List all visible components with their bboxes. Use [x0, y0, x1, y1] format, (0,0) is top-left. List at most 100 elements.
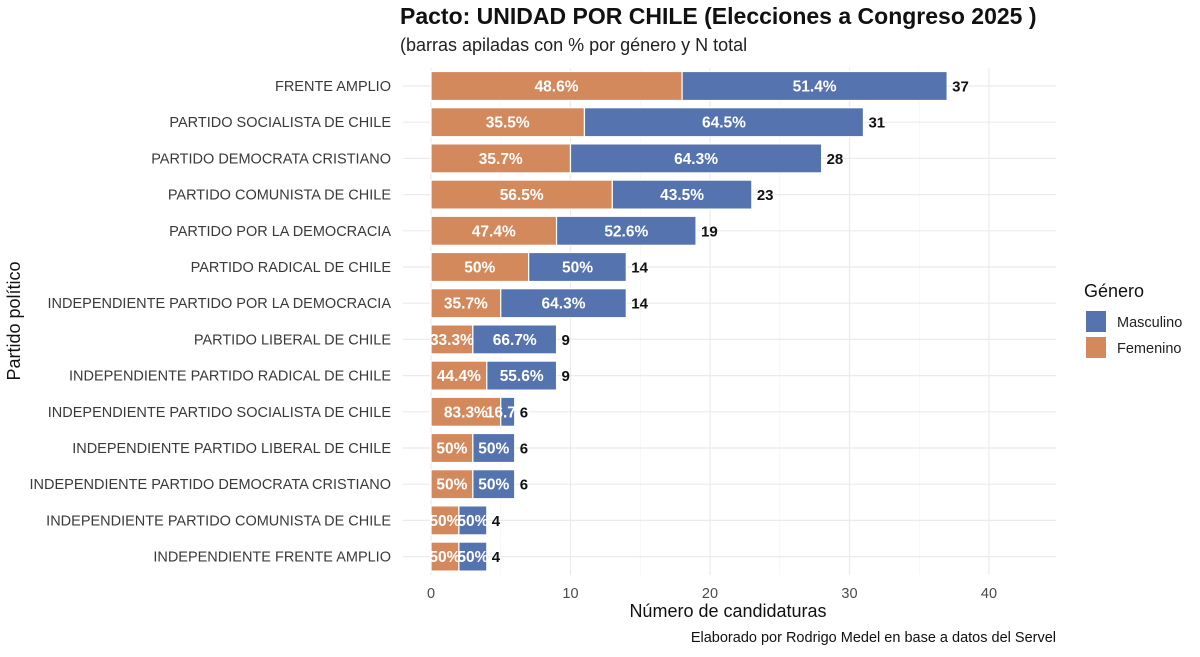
x-tick-label: 20 — [702, 586, 718, 602]
bar-label-masculino: 50% — [478, 477, 509, 494]
x-tick-label: 40 — [981, 586, 997, 602]
bar-femenino — [430, 324, 474, 355]
chart-title: Pacto: UNIDAD POR CHILE (Elecciones a Co… — [400, 3, 1037, 29]
chart-subtitle: (barras apiladas con % por género y N to… — [400, 35, 747, 55]
y-axis-title: Partido político — [4, 261, 24, 380]
total-label: 4 — [492, 513, 501, 530]
bar-femenino — [430, 179, 613, 210]
x-axis-title: Número de candidaturas — [629, 601, 826, 621]
total-label: 6 — [520, 441, 528, 458]
x-tick-label: 10 — [562, 586, 578, 602]
bar-label-masculino: 50% — [457, 513, 488, 530]
bar-label-masculino: 50% — [478, 441, 509, 458]
bar-label-femenino: 48.6% — [535, 79, 579, 96]
bar-femenino — [430, 143, 572, 174]
category-label: INDEPENDIENTE PARTIDO LIBERAL DE CHILE — [72, 441, 391, 457]
bar-femenino — [430, 107, 586, 138]
bar-label-femenino: 44.4% — [437, 368, 481, 385]
bar-label-femenino: 47.4% — [472, 223, 516, 240]
legend-key-masculino — [1086, 311, 1106, 332]
category-label: INDEPENDIENTE PARTIDO DEMOCRATA CRISTIAN… — [30, 477, 391, 493]
bar-masculino — [458, 505, 488, 536]
bar-masculino — [583, 107, 865, 138]
total-label: 14 — [631, 260, 648, 277]
category-label: PARTIDO DEMOCRATA CRISTIANO — [151, 151, 391, 167]
bar-masculino — [472, 324, 558, 355]
total-label: 37 — [952, 79, 969, 96]
legend-label-femenino: Femenino — [1117, 341, 1181, 357]
x-axis-ticks: 0 10 20 30 40 — [427, 586, 997, 602]
total-label: 6 — [520, 477, 528, 494]
bar-label-masculino: 66.7% — [493, 332, 537, 349]
bar-masculino — [555, 215, 697, 246]
bar-masculino — [486, 360, 558, 391]
bar-label-masculino: 16.7% — [486, 404, 530, 421]
bar-label-femenino: 35.7% — [444, 296, 488, 313]
total-label: 9 — [562, 368, 570, 385]
bar-label-femenino: 33.3% — [430, 332, 474, 349]
bar-masculino — [611, 179, 753, 210]
legend-key-femenino — [1086, 337, 1106, 358]
bar-masculino — [528, 251, 627, 283]
bar-label-masculino: 64.5% — [702, 115, 746, 132]
total-label: 23 — [757, 187, 774, 204]
category-label: INDEPENDIENTE PARTIDO COMUNISTA DE CHILE — [46, 513, 391, 529]
x-tick-label: 0 — [427, 586, 435, 602]
x-tick-label: 30 — [841, 586, 857, 602]
total-label: 6 — [520, 404, 528, 421]
bar-masculino — [472, 469, 516, 500]
bar-femenino — [430, 469, 474, 500]
bar-femenino — [430, 288, 502, 319]
bars: 48.6% 51.4% 37 35.5% 64.5% 31 35.7% 64.3% 28 56.5… — [429, 70, 969, 572]
legend: Género Masculino Femenino — [1084, 281, 1182, 358]
bar-femenino — [430, 505, 460, 536]
bar-label-masculino: 55.6% — [500, 368, 544, 385]
bar-femenino — [430, 215, 558, 246]
total-label: 9 — [562, 332, 570, 349]
category-label: INDEPENDIENTE PARTIDO POR LA DEMOCRACIA — [48, 296, 392, 312]
bar-femenino — [430, 541, 460, 572]
bar-label-femenino: 35.5% — [486, 115, 530, 132]
bar-label-femenino: 83.3% — [444, 404, 488, 421]
category-label: INDEPENDIENTE PARTIDO SOCIALISTA DE CHIL… — [48, 405, 392, 421]
bar-label-femenino: 50% — [429, 549, 460, 566]
category-label: PARTIDO SOCIALISTA DE CHILE — [169, 115, 391, 131]
bar-label-femenino: 35.7% — [479, 151, 523, 168]
total-label: 14 — [631, 296, 648, 313]
category-label: INDEPENDIENTE FRENTE AMPLIO — [153, 550, 391, 566]
bar-masculino — [500, 288, 627, 319]
category-label: PARTIDO LIBERAL DE CHILE — [194, 332, 391, 348]
bar-label-masculino: 50% — [562, 260, 593, 277]
bar-masculino — [458, 541, 488, 572]
bar-label-femenino: 50% — [464, 260, 495, 277]
bar-label-masculino: 43.5% — [660, 187, 704, 204]
category-label: PARTIDO RADICAL DE CHILE — [191, 260, 392, 276]
category-label: PARTIDO POR LA DEMOCRACIA — [169, 224, 391, 240]
bar-masculino — [681, 70, 948, 102]
chart-caption: Elaborado por Rodrigo Medel en base a da… — [691, 630, 1056, 646]
bar-masculino — [569, 143, 823, 174]
total-label: 4 — [492, 549, 501, 566]
total-label: 28 — [827, 151, 844, 168]
category-label: INDEPENDIENTE PARTIDO RADICAL DE CHILE — [69, 369, 391, 385]
bar-label-femenino: 50% — [436, 441, 467, 458]
legend-label-masculino: Masculino — [1117, 315, 1182, 331]
category-labels: FRENTE AMPLIO PARTIDO SOCIALISTA DE CHILE… — [30, 79, 392, 566]
bar-label-femenino: 50% — [436, 477, 467, 494]
bar-label-masculino: 64.3% — [674, 151, 718, 168]
bar-label-masculino: 51.4% — [793, 79, 837, 96]
total-label: 31 — [868, 115, 885, 132]
bar-label-femenino: 50% — [429, 513, 460, 530]
bar-label-femenino: 56.5% — [500, 187, 544, 204]
bar-femenino — [430, 70, 683, 102]
legend-title: Género — [1084, 281, 1144, 301]
total-label: 19 — [701, 223, 718, 240]
bar-masculino — [472, 432, 516, 464]
category-label: FRENTE AMPLIO — [275, 79, 391, 95]
bar-label-masculino: 50% — [457, 549, 488, 566]
bar-femenino — [430, 360, 488, 391]
bar-label-masculino: 52.6% — [604, 223, 648, 240]
category-label: PARTIDO COMUNISTA DE CHILE — [168, 188, 391, 204]
bar-label-masculino: 64.3% — [542, 296, 586, 313]
